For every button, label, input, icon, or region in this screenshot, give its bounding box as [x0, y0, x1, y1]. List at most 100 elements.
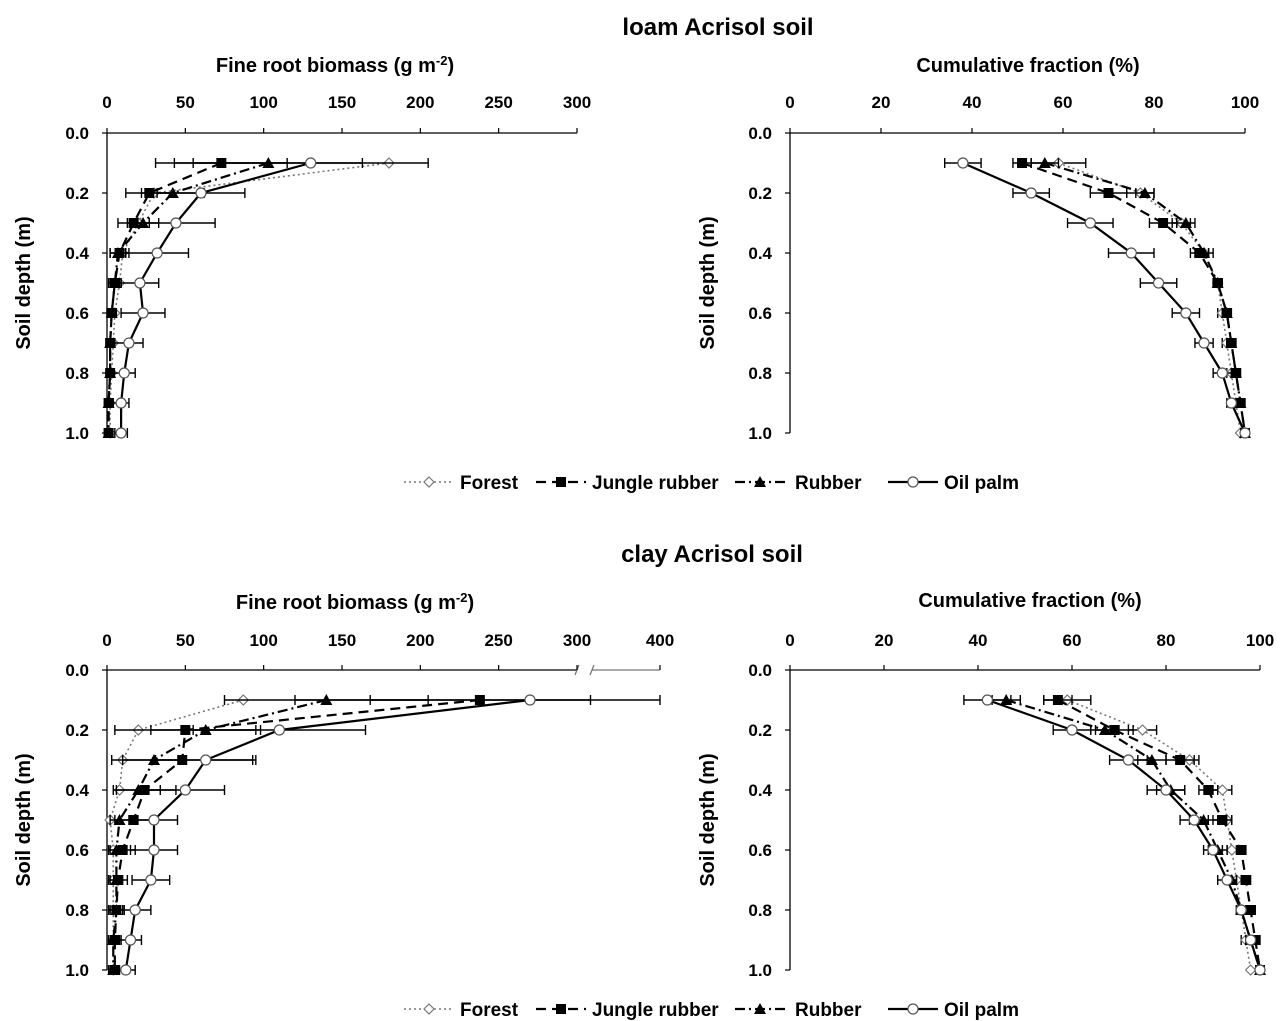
x-tick-label: 250: [484, 93, 512, 112]
forest-legend-marker: [423, 476, 435, 488]
jungle-rubber-legend-marker: [556, 477, 566, 487]
oil-palm-point: [1025, 187, 1037, 199]
jungle-rubber-point: [1217, 815, 1228, 825]
x-axis-title: Cumulative fraction (%): [916, 55, 1139, 77]
oil-palm-point: [524, 694, 536, 706]
oil-palm-point: [145, 874, 157, 886]
y-axis-title: Soil depth (m): [13, 753, 35, 886]
y-tick-label: 1.0: [748, 961, 772, 980]
oil-palm-point: [1180, 307, 1192, 319]
oil-palm-legend-label: Oil palm: [944, 473, 1019, 494]
x-tick-label: 300: [563, 93, 591, 112]
y-tick-label: 0.8: [65, 901, 89, 920]
rubber-point: [110, 844, 123, 855]
oil-palm-series: [963, 694, 1266, 976]
y-axis-title: Soil depth (m): [697, 753, 719, 886]
oil-palm-point: [151, 247, 163, 259]
oil-palm-point: [1221, 874, 1233, 886]
oil-palm-point: [200, 754, 212, 766]
rubber-point: [1229, 367, 1242, 378]
rubber-legend-marker: [754, 476, 766, 487]
rubber-line: [1005, 698, 1262, 971]
oil-palm-point: [1152, 277, 1165, 289]
y-tick-label: 0.4: [65, 244, 89, 263]
legend-1: Forest Jungle rubber Rubber Oil palm: [404, 473, 1019, 494]
rubber-point: [108, 277, 121, 288]
jungle-rubber-point: [1017, 158, 1028, 168]
x-tick-label: 60: [1054, 93, 1073, 112]
rubber-line: [1044, 161, 1247, 434]
oil-palm-line: [124, 698, 531, 971]
x-axis-title-superscript: -2: [456, 590, 468, 605]
rubber-point: [148, 754, 160, 765]
x-tick-label: 0: [102, 631, 111, 650]
legends-group: Forest Jungle rubber Rubber Oil palm Forest J…: [404, 473, 1019, 1021]
rubber-point: [111, 247, 124, 258]
x-tick-label: 100: [249, 93, 277, 112]
chart-panel-2: Cumulative fraction (%) Soil depth (m) 0 20…: [697, 55, 1259, 443]
oil-palm-point: [1254, 964, 1266, 976]
oil-palm-point: [129, 904, 141, 916]
x-tick-label: 150: [328, 631, 356, 650]
oil-palm-point: [1216, 367, 1228, 379]
oil-palm-point: [981, 694, 994, 706]
x-tick-label: 20: [875, 631, 894, 650]
x-tick-label: 40: [969, 631, 988, 650]
oil-palm-point: [124, 934, 137, 946]
forest-legend-label: Forest: [460, 473, 519, 494]
jungle-rubber-line: [1057, 699, 1262, 971]
y-tick-label: 0.8: [748, 901, 772, 920]
rubber-line: [112, 698, 327, 970]
x-tick-label: 150: [328, 93, 356, 112]
y-tick-label: 0.2: [748, 721, 772, 740]
oil-palm-point: [118, 367, 130, 379]
x-tick-label: 250: [484, 631, 512, 650]
rubber-point: [102, 427, 115, 438]
y-axis-title: Soil depth (m): [697, 216, 719, 349]
rubber-point: [1138, 187, 1151, 198]
forest-series: [1043, 694, 1257, 976]
jungle-rubber-point: [1158, 218, 1169, 228]
oil-palm-point: [1207, 844, 1219, 856]
rubber-series: [991, 694, 1266, 975]
rubber-legend-label: Rubber: [795, 473, 862, 494]
y-tick-label: 0.6: [748, 841, 772, 860]
rubber-series: [1030, 157, 1251, 438]
jungle-rubber-point: [1052, 695, 1063, 705]
oil-palm-point: [123, 337, 135, 349]
rubber-legend-marker: [754, 1003, 766, 1014]
forest-point: [1244, 964, 1257, 976]
oil-palm-point: [115, 397, 127, 409]
x-axis-title-end: ): [467, 592, 474, 614]
y-tick-label: 0.4: [65, 781, 89, 800]
forest-line: [1058, 162, 1242, 434]
y-tick-label: 0.6: [65, 841, 89, 860]
jungle-rubber-line: [1021, 161, 1247, 434]
oil-palm-point: [1239, 427, 1251, 439]
oil-palm-point: [1125, 247, 1137, 259]
y-tick-label: 1.0: [65, 961, 89, 980]
rubber-point: [110, 874, 123, 885]
rubber-point: [1145, 754, 1158, 765]
x-tick-label: 100: [1231, 93, 1259, 112]
x-tick-label: 0: [785, 93, 794, 112]
chart-panel-4: Cumulative fraction (%) Soil depth (m) 0 20…: [697, 590, 1274, 980]
x-axis-title: Cumulative fraction (%): [918, 590, 1141, 612]
jungle-rubber-line: [107, 161, 222, 433]
jungle-rubber-series: [107, 695, 592, 975]
oil-palm-point: [148, 814, 160, 826]
jungle-rubber-point: [1203, 785, 1214, 795]
y-tick-label: 0.8: [748, 364, 772, 383]
jungle-rubber-point: [1236, 845, 1247, 855]
y-tick-label: 1.0: [65, 424, 89, 443]
x-tick-label: 200: [406, 93, 434, 112]
rubber-point: [1179, 217, 1192, 228]
rubber-point: [1198, 247, 1211, 258]
rubber-point: [1038, 157, 1051, 168]
rubber-point: [1211, 277, 1224, 288]
oil-palm-point: [1188, 814, 1200, 826]
forest-point: [1136, 724, 1149, 736]
rubber-point: [113, 814, 126, 825]
chart-panel-1: Fine root biomass (g m-2) Soil depth (m) 0…: [13, 53, 591, 443]
